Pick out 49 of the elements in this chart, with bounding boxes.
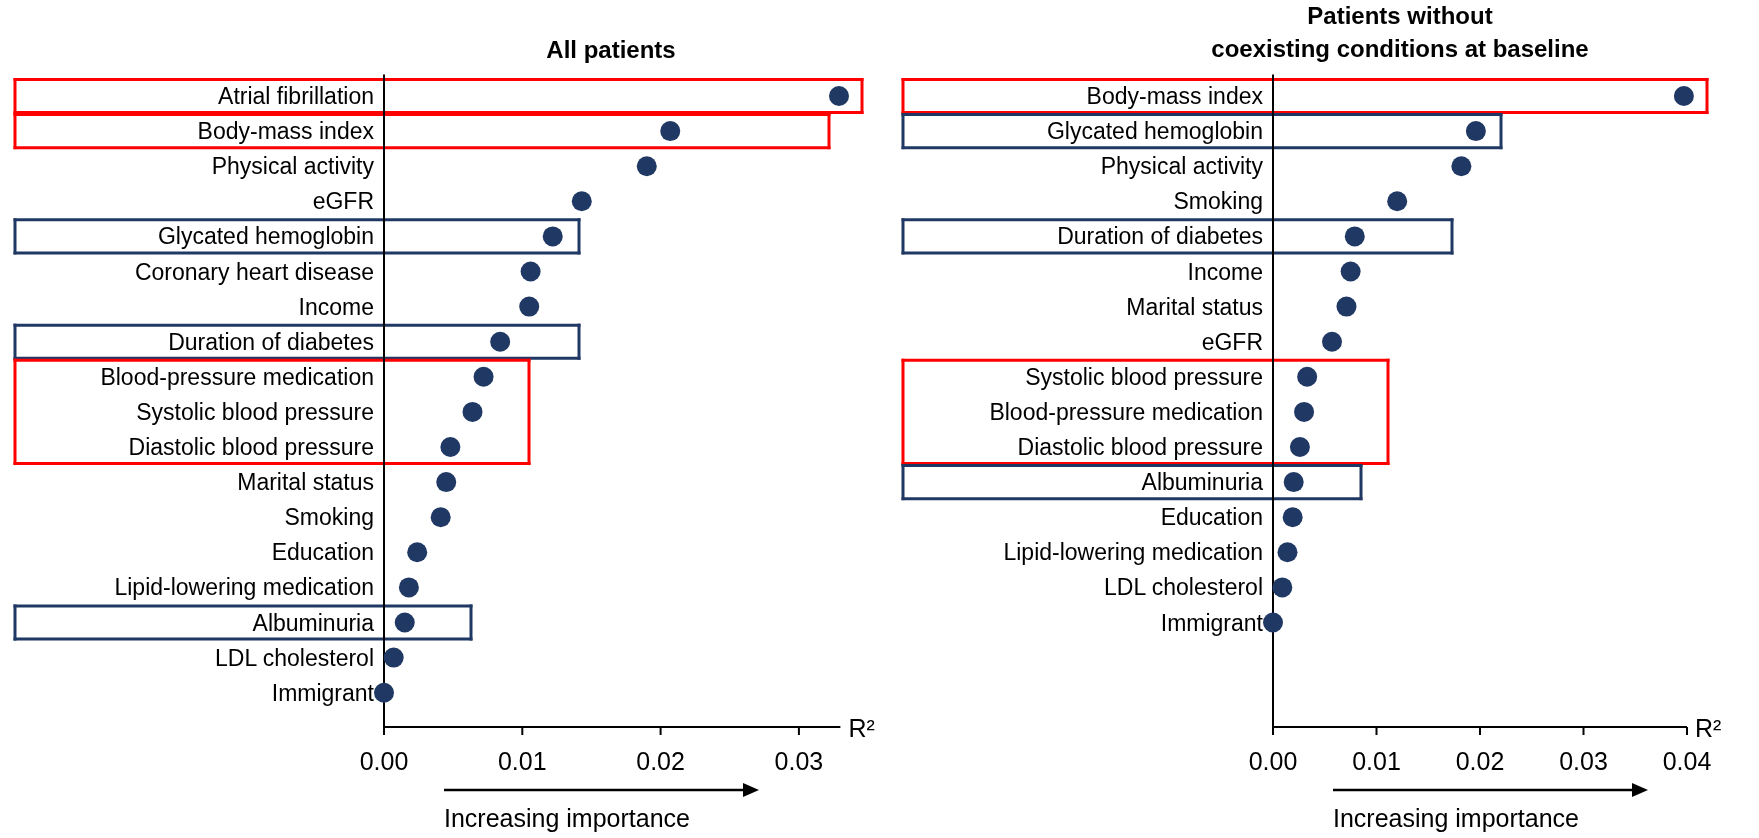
y-tick-label: Physical activity (211, 153, 375, 180)
y-tick-label: Physical activity (1100, 153, 1264, 180)
x-tick-label: 0.00 (1248, 747, 1298, 775)
y-tick-label: eGFR (1201, 328, 1263, 355)
y-tick-label: Systolic blood pressure (136, 398, 374, 425)
y-tick-label: LDL cholesterol (1104, 574, 1263, 601)
y-tick-label: Marital status (1126, 293, 1263, 320)
y-tick-label: Duration of diabetes (1057, 223, 1263, 250)
y-tick-label: LDL cholesterol (215, 644, 374, 671)
x-tick-label: 0.02 (1455, 747, 1505, 775)
y-tick-label: Glycated hemoglobin (1046, 118, 1263, 145)
x-tick-label: 0.01 (1352, 747, 1401, 775)
y-tick-label: Systolic blood pressure (1025, 363, 1263, 390)
y-tick-label: Education (1160, 504, 1263, 531)
y-tick-label: Smoking (1173, 188, 1263, 215)
y-tick-label: Diastolic blood pressure (1017, 434, 1263, 460)
y-tick-label: Body-mass index (1086, 83, 1264, 109)
y-tick-label: Blood-pressure medication (989, 398, 1263, 425)
x-tick-label: 0.01 (497, 747, 547, 775)
y-tick-label: Lipid-lowering medication (114, 574, 374, 601)
chart-title: Patients without coexisting conditions at baseline (1211, 2, 1589, 62)
x-axis-title: R² (1695, 714, 1722, 742)
y-tick-label: Smoking (284, 504, 374, 531)
y-tick-label: Income (1187, 258, 1263, 285)
x-tick-label: 0.04 (1662, 747, 1712, 775)
x-tick-label: 0.00 (359, 747, 409, 775)
y-tick-label: Coronary heart disease (134, 258, 374, 285)
y-tick-label: Immigrant (1160, 609, 1264, 636)
y-tick-label: eGFR (312, 188, 374, 215)
y-tick-label: Immigrant (271, 679, 375, 706)
y-tick-label: Duration of diabetes (168, 328, 374, 355)
chart-title: All patients (546, 36, 676, 63)
y-tick-label: Marital status (237, 469, 374, 496)
text: Increasing importance (444, 804, 690, 832)
y-tick-label: Income (298, 293, 374, 320)
y-tick-label: Albuminuria (1141, 469, 1264, 496)
x-tick-label: 0.03 (774, 747, 824, 775)
y-tick-label: Education (271, 539, 374, 566)
text: Increasing importance (1333, 804, 1579, 832)
y-tick-label: Diastolic blood pressure (128, 434, 374, 460)
y-tick-label: Atrial fibrillation (218, 83, 374, 109)
x-axis-title: R² (848, 714, 875, 742)
x-tick-label: 0.03 (1559, 747, 1608, 775)
y-tick-label: Blood-pressure medication (100, 363, 374, 390)
y-tick-label: Albuminuria (252, 609, 375, 636)
y-tick-label: Body-mass index (197, 118, 375, 145)
x-tick-label: 0.02 (636, 747, 685, 775)
y-tick-label: Lipid-lowering medication (1003, 539, 1263, 566)
y-tick-label: Glycated hemoglobin (157, 223, 374, 250)
